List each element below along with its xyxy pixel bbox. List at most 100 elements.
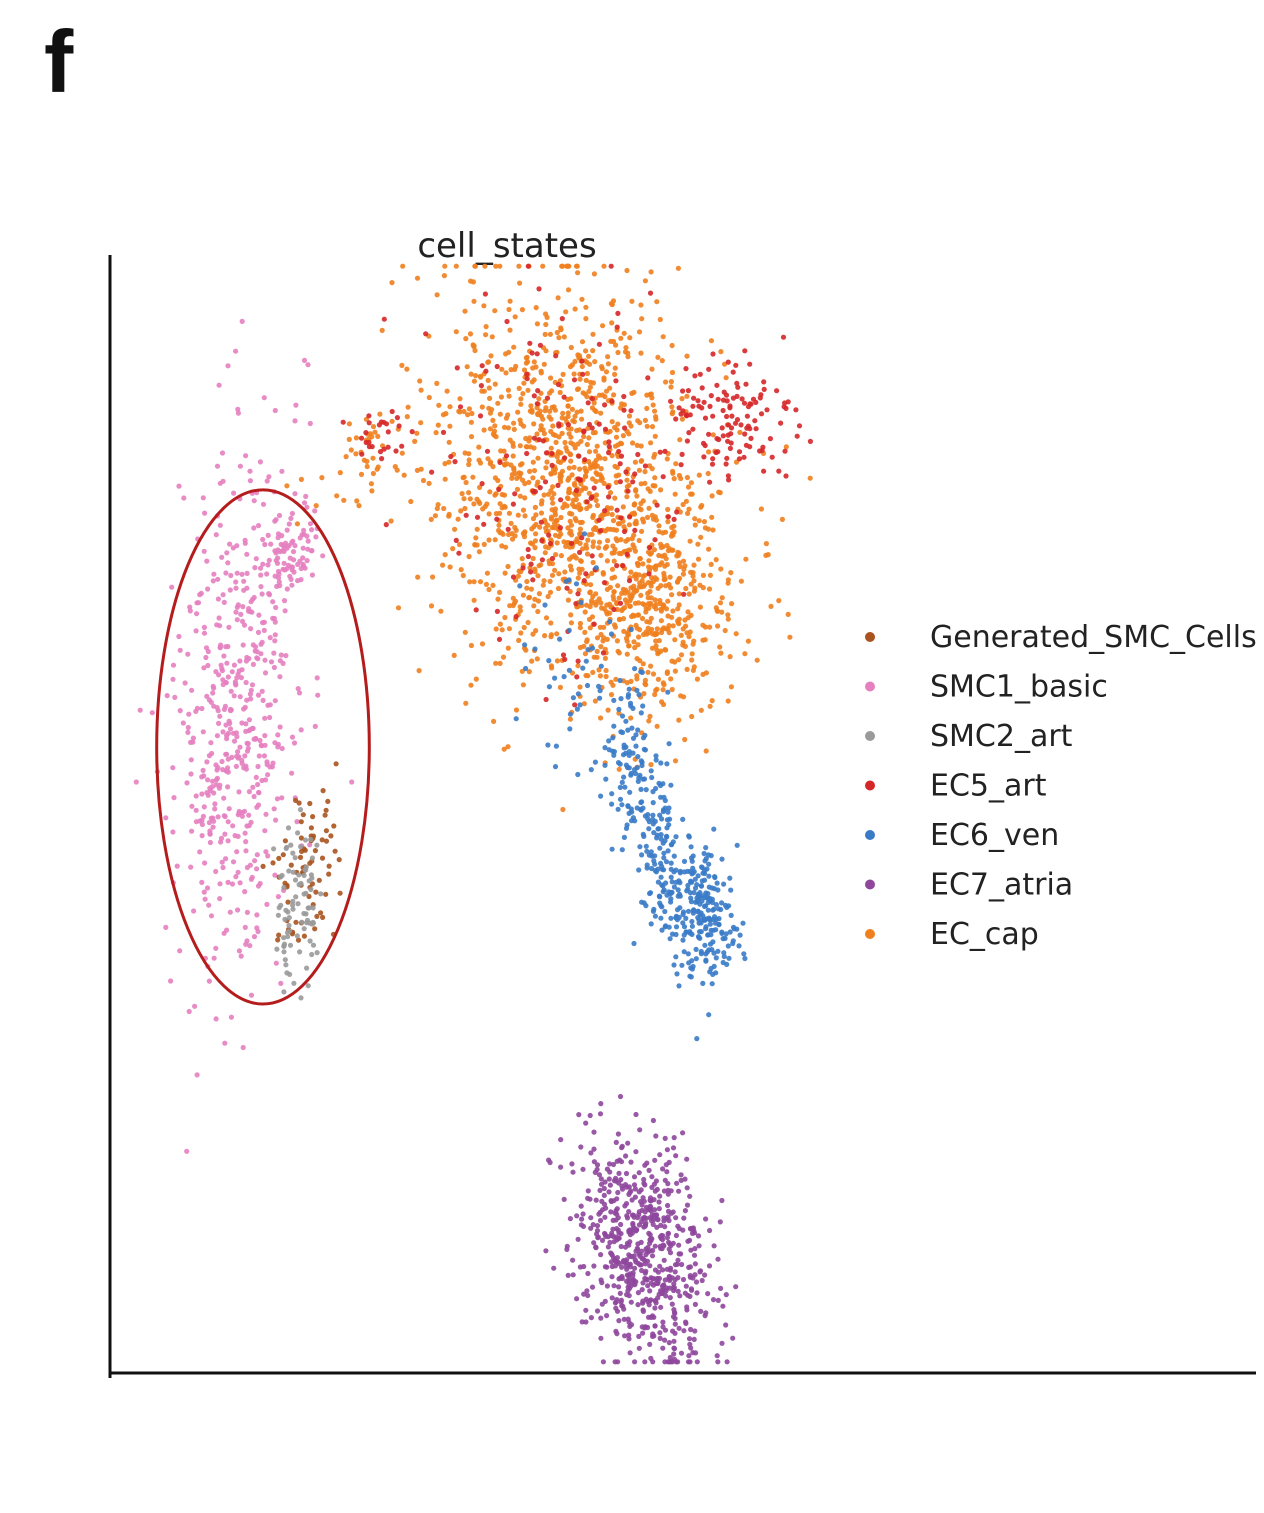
point-ec-cap xyxy=(599,392,606,398)
point-ec7-atria xyxy=(639,1287,645,1293)
point-ec6-ven xyxy=(598,663,604,669)
point-ec5-art xyxy=(536,286,542,292)
point-ec-cap xyxy=(483,332,489,338)
point-ec7-atria xyxy=(583,1120,589,1126)
point-generated-smc-cells xyxy=(270,860,276,866)
point-ec-cap xyxy=(514,486,521,492)
point-ec7-atria xyxy=(604,1264,610,1270)
point-ec-cap xyxy=(587,465,594,471)
point-ec6-ven xyxy=(633,732,639,738)
point-ec-cap xyxy=(453,329,459,335)
point-ec7-atria xyxy=(650,1221,656,1227)
point-ec7-atria xyxy=(616,1170,622,1176)
point-smc1-basic xyxy=(271,664,277,671)
point-ec-cap xyxy=(583,348,589,354)
point-ec-cap xyxy=(319,475,325,481)
point-ec5-art xyxy=(556,423,562,429)
point-ec6-ven xyxy=(566,627,572,634)
point-ec6-ven xyxy=(646,826,652,832)
point-ec-cap xyxy=(471,501,477,507)
point-ec-cap xyxy=(729,601,735,607)
point-ec7-atria xyxy=(696,1243,702,1249)
point-ec-cap xyxy=(634,442,640,448)
point-ec-cap xyxy=(458,508,464,514)
point-ec-cap xyxy=(486,511,492,517)
point-ec7-atria xyxy=(632,1186,639,1192)
point-ec7-atria xyxy=(659,1290,665,1296)
point-smc1-basic xyxy=(313,534,319,540)
point-ec-cap xyxy=(436,402,442,408)
point-ec5-art xyxy=(560,652,567,658)
point-ec6-ven xyxy=(557,636,563,642)
point-smc2-art xyxy=(301,891,307,897)
point-ec7-atria xyxy=(579,1216,585,1222)
point-ec5-art xyxy=(713,449,719,456)
point-ec-cap xyxy=(499,366,505,372)
point-ec6-ven xyxy=(700,893,706,899)
point-ec-cap xyxy=(718,566,724,572)
point-ec-cap xyxy=(689,657,695,663)
point-ec-cap xyxy=(634,673,640,679)
point-smc1-basic xyxy=(279,533,285,539)
point-ec-cap xyxy=(634,560,641,566)
point-ec5-art xyxy=(760,444,766,450)
point-smc1-basic xyxy=(222,1040,228,1046)
point-ec-cap xyxy=(484,570,490,576)
point-smc1-basic xyxy=(247,468,253,474)
point-ec7-atria xyxy=(669,1275,675,1281)
point-ec-cap xyxy=(593,492,600,498)
point-smc1-basic xyxy=(232,679,238,685)
point-ec6-ven xyxy=(631,940,637,947)
point-ec7-atria xyxy=(653,1212,660,1218)
point-smc1-basic xyxy=(277,658,283,664)
point-ec6-ven xyxy=(651,830,657,836)
point-ec-cap xyxy=(577,620,584,627)
point-ec-cap xyxy=(636,505,642,512)
point-ec7-atria xyxy=(638,1239,644,1245)
point-ec-cap xyxy=(683,623,689,629)
point-ec-cap xyxy=(601,480,607,486)
point-ec5-art xyxy=(767,436,774,442)
point-ec5-art xyxy=(646,571,652,577)
point-ec-cap xyxy=(620,433,627,439)
point-ec6-ven xyxy=(675,893,681,899)
point-ec-cap xyxy=(560,263,566,269)
point-smc1-basic xyxy=(199,879,205,886)
point-smc1-basic xyxy=(272,872,278,878)
point-ec-cap xyxy=(471,579,477,585)
point-ec6-ven xyxy=(610,748,616,754)
point-ec6-ven xyxy=(626,765,632,771)
point-ec5-art xyxy=(709,461,716,467)
point-ec-cap xyxy=(570,418,576,424)
point-ec5-art xyxy=(505,526,511,533)
point-ec5-art xyxy=(577,477,583,483)
point-generated-smc-cells xyxy=(308,825,314,831)
point-smc1-basic xyxy=(224,550,230,556)
point-ec-cap xyxy=(598,477,604,483)
point-smc1-basic xyxy=(202,510,208,516)
point-smc1-basic xyxy=(241,706,247,712)
point-ec-cap xyxy=(565,597,572,603)
point-ec-cap xyxy=(577,625,583,631)
point-ec6-ven xyxy=(719,929,725,935)
point-ec-cap xyxy=(565,410,571,416)
point-ec-cap xyxy=(530,631,536,637)
point-ec7-atria xyxy=(641,1214,648,1220)
point-ec-cap xyxy=(619,590,625,597)
point-ec7-atria xyxy=(632,1359,638,1365)
point-ec-cap xyxy=(543,615,550,621)
point-smc1-basic xyxy=(246,717,252,723)
point-ec6-ven xyxy=(607,619,613,625)
point-ec6-ven xyxy=(688,878,694,884)
point-ec-cap xyxy=(700,572,707,579)
point-ec6-ven xyxy=(703,957,709,963)
point-ec-cap xyxy=(614,638,621,644)
point-ec-cap xyxy=(593,448,599,454)
point-ec-cap xyxy=(590,430,597,436)
point-ec-cap xyxy=(549,665,555,671)
point-smc1-basic xyxy=(261,395,267,401)
legend-marker-smc1-basic xyxy=(865,681,875,692)
point-ec-cap xyxy=(664,456,670,462)
point-ec-cap xyxy=(636,467,643,473)
point-ec7-atria xyxy=(723,1292,729,1298)
